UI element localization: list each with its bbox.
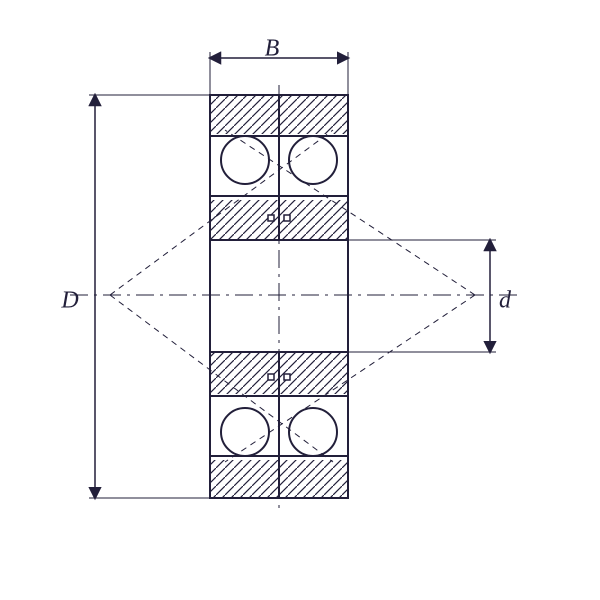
dimension-label-B: B (265, 36, 280, 62)
dimension-label-D: D (60, 288, 78, 314)
bearing-diagram: Dd B (0, 0, 600, 600)
dimension-label-d: d (499, 288, 512, 314)
